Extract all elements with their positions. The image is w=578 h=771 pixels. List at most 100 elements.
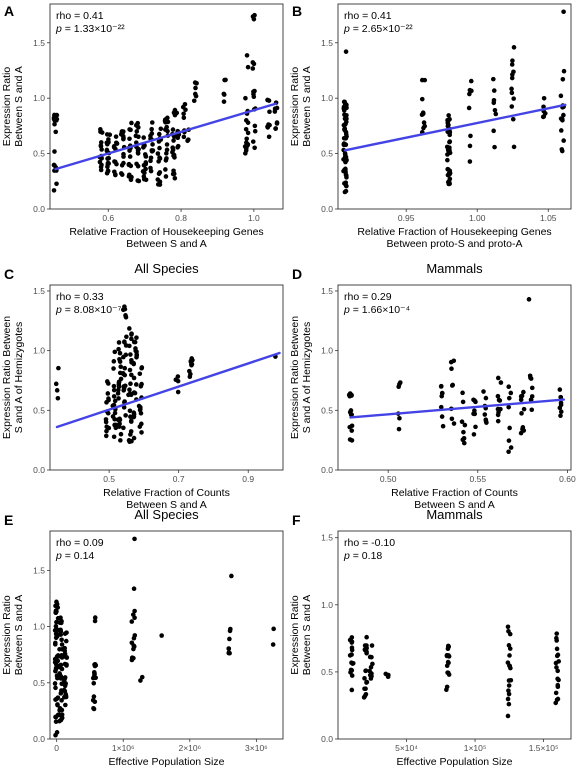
data-point [368, 676, 374, 681]
y-tick-label: 0.5 [33, 678, 45, 688]
data-point [106, 397, 111, 403]
data-point [107, 132, 113, 138]
data-point [104, 428, 109, 434]
plot-frame [337, 3, 572, 210]
data-point [528, 375, 533, 381]
data-point [349, 673, 355, 678]
data-point [148, 155, 154, 161]
y-tick-label: 1.5 [321, 533, 333, 543]
data-point [444, 144, 450, 150]
data-point [506, 449, 511, 455]
data-point [127, 343, 132, 349]
data-point [52, 121, 57, 127]
data-point [509, 90, 515, 96]
panel-letter: E [4, 512, 13, 528]
data-point [511, 96, 516, 101]
data-point [521, 406, 527, 412]
data-point [467, 159, 473, 164]
regression-line [343, 103, 567, 152]
data-point [483, 417, 489, 422]
data-point [155, 177, 161, 182]
data-point [252, 128, 258, 134]
data-point [174, 110, 180, 116]
data-point [63, 702, 68, 708]
data-point [495, 375, 501, 381]
data-point [438, 404, 444, 410]
data-point [349, 645, 355, 650]
data-point [445, 172, 451, 178]
data-point [112, 398, 118, 404]
data-point [58, 615, 63, 621]
data-point [558, 93, 564, 99]
data-point [124, 334, 129, 340]
data-point [129, 332, 134, 337]
data-point [127, 387, 132, 393]
data-point [397, 415, 402, 421]
data-point [459, 419, 465, 425]
data-point [558, 394, 563, 400]
data-point [53, 685, 58, 691]
data-point [467, 143, 473, 149]
data-point [348, 667, 354, 673]
y-tick-label: 1.5 [33, 565, 45, 575]
data-point [98, 167, 104, 173]
data-point [440, 423, 446, 429]
data-point [553, 690, 559, 696]
data-point [123, 413, 128, 418]
y-axis-title: Between S and A [13, 66, 25, 147]
data-point [53, 381, 59, 387]
data-point [139, 421, 144, 427]
data-point [526, 297, 532, 302]
data-point [243, 95, 248, 101]
data-point [59, 712, 65, 717]
y-tick-label: 1.0 [33, 93, 45, 103]
data-point [104, 424, 110, 430]
panel-a: A 0.0 0.5 1.0 1.5 0.6 0.8 1.0 Relative Fraction … [1, 3, 284, 250]
x-tick-label: 0.7 [173, 474, 185, 484]
data-point [111, 434, 117, 440]
y-tick-label: 0.5 [321, 405, 333, 415]
data-point [363, 686, 368, 692]
data-point [105, 391, 111, 396]
data-point [126, 162, 132, 168]
data-point [149, 126, 154, 132]
data-point [172, 175, 178, 181]
data-point [243, 146, 249, 151]
data-point [507, 425, 512, 431]
data-point [482, 412, 488, 417]
data-point [55, 658, 61, 664]
data-point [163, 174, 169, 179]
data-point [446, 181, 452, 187]
panel-f: F Mammals 0.0 0.5 1.0 1.5 5×10⁴ 1×10⁵ 1.5×10⁵ Eff… [289, 507, 572, 768]
data-point [344, 119, 349, 125]
data-point [492, 144, 497, 150]
data-point [506, 683, 512, 688]
data-point [122, 365, 128, 371]
data-point [188, 371, 193, 377]
data-point [349, 392, 354, 398]
data-point [460, 390, 465, 396]
data-point [141, 145, 146, 150]
data-point [137, 371, 143, 377]
data-point [58, 662, 64, 668]
y-axis-title: S and A of Hemizygotes [13, 322, 25, 433]
data-point [131, 339, 137, 345]
data-point [226, 650, 232, 655]
data-point [53, 667, 59, 672]
data-point [271, 626, 276, 632]
data-point [491, 100, 497, 106]
data-point [555, 668, 561, 674]
data-point [495, 418, 501, 424]
x-axis-title: Relative Fraction of Housekeeping Genes [69, 226, 263, 238]
plot-frame [49, 284, 284, 471]
data-point [349, 438, 355, 443]
data-point [54, 696, 59, 702]
data-point [91, 706, 97, 712]
data-point [91, 669, 97, 675]
data-point [134, 129, 140, 134]
x-axis-title: Relative Fraction of Counts [103, 487, 230, 499]
data-point [506, 438, 512, 443]
data-point [250, 66, 256, 71]
data-point [116, 346, 121, 352]
data-point [491, 88, 497, 93]
